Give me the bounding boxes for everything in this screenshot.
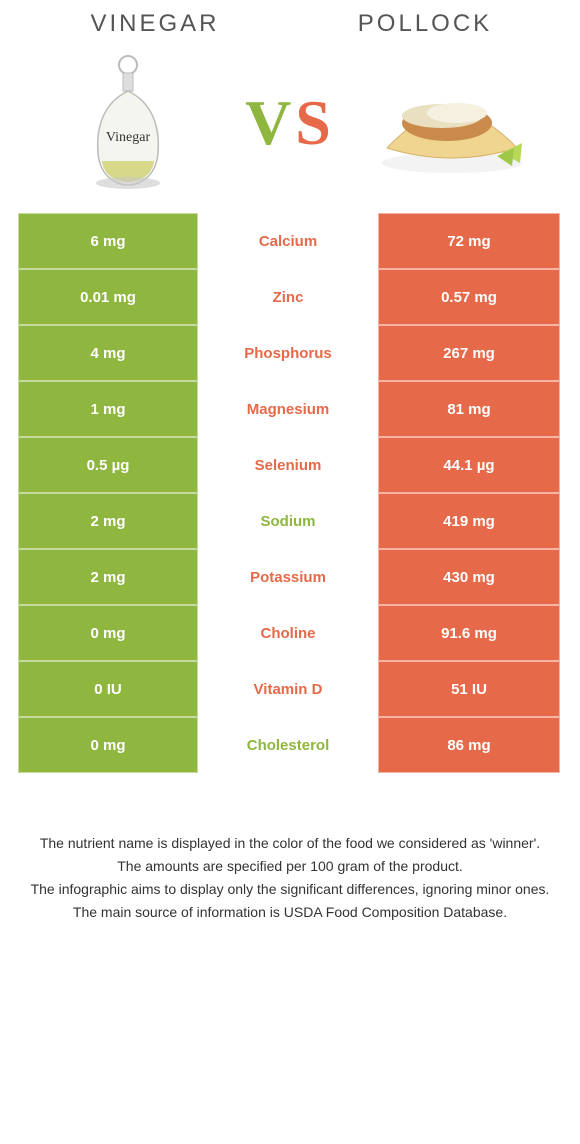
nutrient-label: Cholesterol — [198, 717, 378, 773]
right-value: 86 mg — [378, 717, 560, 773]
left-value: 1 mg — [18, 381, 198, 437]
right-value: 81 mg — [378, 381, 560, 437]
vs-letter-v: V — [245, 87, 295, 158]
footer-line-4: The main source of information is USDA F… — [30, 902, 550, 923]
vs-label: VS — [245, 86, 335, 160]
right-value: 44.1 µg — [378, 437, 560, 493]
vs-letter-s: S — [295, 87, 335, 158]
left-value: 0.5 µg — [18, 437, 198, 493]
table-row: 0 IUVitamin D51 IU — [18, 661, 562, 717]
footer-line-1: The nutrient name is displayed in the co… — [30, 833, 550, 854]
nutrient-label: Sodium — [198, 493, 378, 549]
table-row: 4 mgPhosphorus267 mg — [18, 325, 562, 381]
vinegar-bottle-label: Vinegar — [106, 130, 151, 145]
images-row: Vinegar VS — [0, 43, 580, 213]
table-row: 6 mgCalcium72 mg — [18, 213, 562, 269]
right-value: 51 IU — [378, 661, 560, 717]
fish-taco-icon — [372, 68, 532, 178]
nutrient-label: Potassium — [198, 549, 378, 605]
table-row: 2 mgSodium419 mg — [18, 493, 562, 549]
nutrient-label: Magnesium — [198, 381, 378, 437]
nutrient-label: Choline — [198, 605, 378, 661]
right-value: 430 mg — [378, 549, 560, 605]
left-value: 4 mg — [18, 325, 198, 381]
left-food-title: Vinegar — [20, 10, 290, 38]
left-value: 0 IU — [18, 661, 198, 717]
left-value: 0 mg — [18, 605, 198, 661]
table-row: 1 mgMagnesium81 mg — [18, 381, 562, 437]
right-value: 419 mg — [378, 493, 560, 549]
nutrient-label: Selenium — [198, 437, 378, 493]
left-value: 6 mg — [18, 213, 198, 269]
table-row: 0.01 mgZinc0.57 mg — [18, 269, 562, 325]
table-row: 0 mgCholesterol86 mg — [18, 717, 562, 773]
pollock-image — [372, 53, 532, 193]
nutrient-label: Zinc — [198, 269, 378, 325]
left-value: 2 mg — [18, 549, 198, 605]
right-food-title: Pollock — [290, 10, 560, 38]
header-row: Vinegar Pollock — [0, 0, 580, 43]
left-value: 0 mg — [18, 717, 198, 773]
right-value: 91.6 mg — [378, 605, 560, 661]
vinegar-bottle-icon: Vinegar — [78, 53, 178, 193]
nutrient-label: Vitamin D — [198, 661, 378, 717]
right-value: 0.57 mg — [378, 269, 560, 325]
footer-line-3: The infographic aims to display only the… — [30, 879, 550, 900]
left-value: 0.01 mg — [18, 269, 198, 325]
right-value: 267 mg — [378, 325, 560, 381]
table-row: 2 mgPotassium430 mg — [18, 549, 562, 605]
table-row: 0.5 µgSelenium44.1 µg — [18, 437, 562, 493]
right-value: 72 mg — [378, 213, 560, 269]
nutrient-label: Phosphorus — [198, 325, 378, 381]
vinegar-image: Vinegar — [48, 53, 208, 193]
nutrient-comparison-table: 6 mgCalcium72 mg0.01 mgZinc0.57 mg4 mgPh… — [18, 213, 562, 773]
table-row: 0 mgCholine91.6 mg — [18, 605, 562, 661]
footer-notes: The nutrient name is displayed in the co… — [0, 773, 580, 923]
nutrient-label: Calcium — [198, 213, 378, 269]
left-value: 2 mg — [18, 493, 198, 549]
footer-line-2: The amounts are specified per 100 gram o… — [30, 856, 550, 877]
